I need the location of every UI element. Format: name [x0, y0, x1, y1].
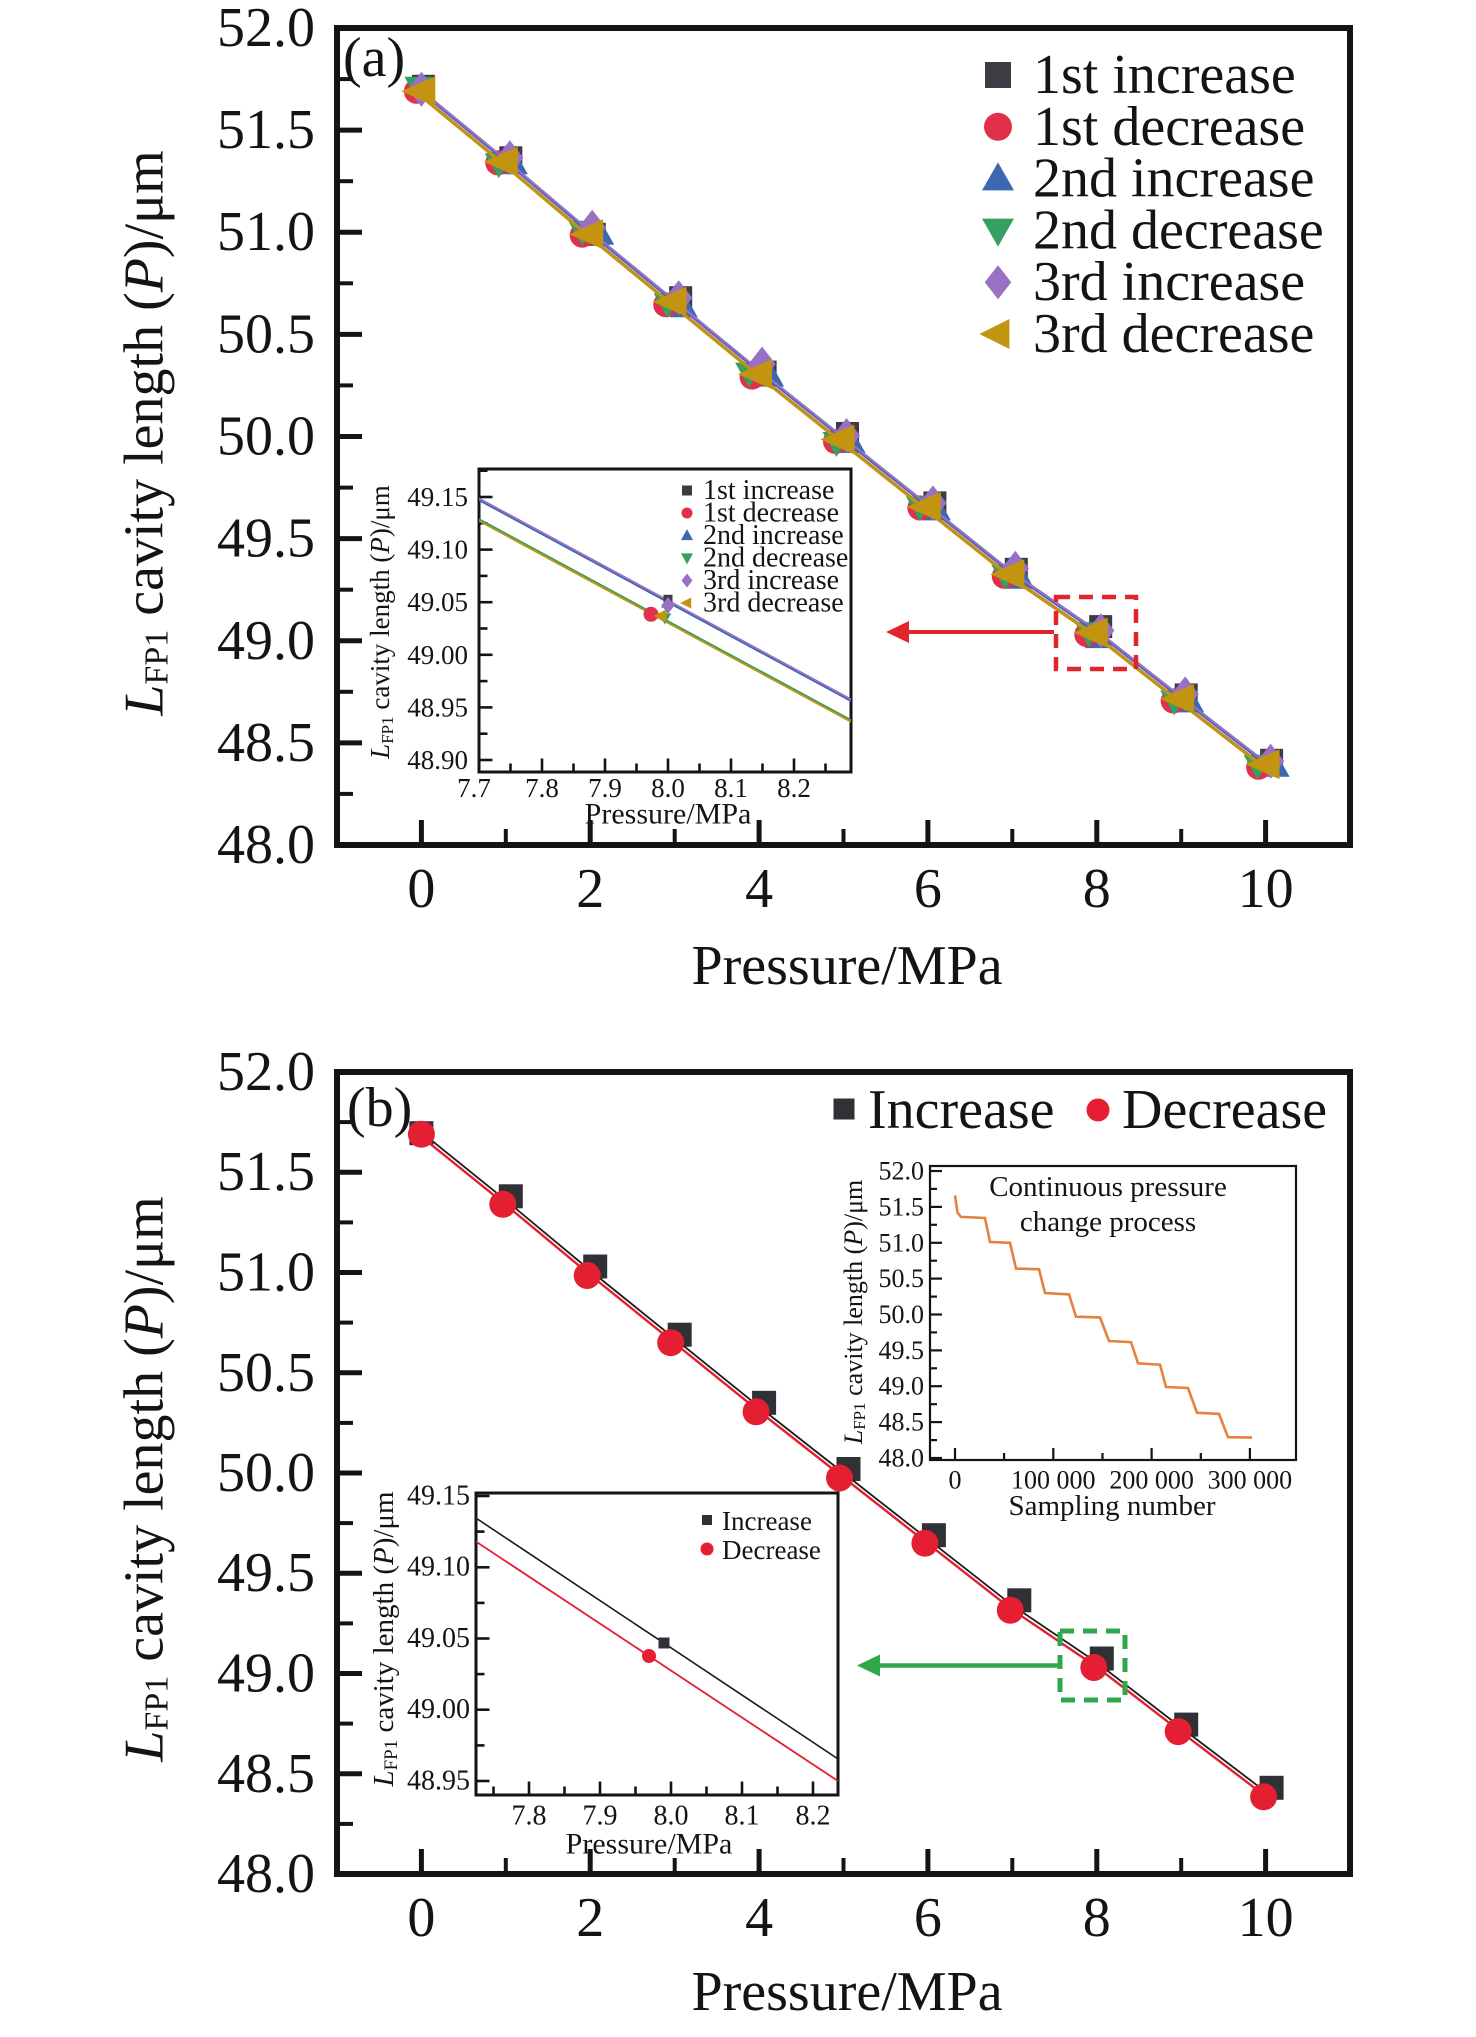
svg-text:6: 6: [914, 1887, 942, 1949]
svg-text:49.05: 49.05: [407, 1623, 470, 1654]
svg-text:49.15: 49.15: [407, 1481, 470, 1512]
svg-text:LFP1 cavity length (P)/μm: LFP1 cavity length (P)/μm: [114, 150, 176, 716]
svg-text:49.0: 49.0: [217, 1643, 315, 1705]
svg-text:7.8: 7.8: [525, 773, 559, 803]
svg-text:3rd increase: 3rd increase: [1033, 251, 1305, 313]
svg-text:49.10: 49.10: [407, 535, 468, 565]
svg-text:Increase: Increase: [722, 1506, 812, 1536]
svg-text:LFP1 cavity length (P)/μm: LFP1 cavity length (P)/μm: [839, 1180, 869, 1446]
svg-text:1st decrease: 1st decrease: [703, 498, 839, 529]
svg-text:Pressure/MPa: Pressure/MPa: [566, 1828, 733, 1861]
svg-text:4: 4: [745, 1887, 773, 1949]
svg-text:48.0: 48.0: [879, 1444, 925, 1473]
svg-text:50.0: 50.0: [217, 406, 315, 468]
svg-text:50.5: 50.5: [217, 303, 315, 365]
svg-text:8: 8: [1083, 858, 1111, 920]
svg-text:2nd increase: 2nd increase: [1033, 148, 1314, 210]
svg-text:8.0: 8.0: [651, 773, 685, 803]
svg-text:200 000: 200 000: [1109, 1466, 1194, 1495]
svg-text:52.0: 52.0: [217, 0, 315, 59]
svg-text:2: 2: [576, 1887, 604, 1949]
svg-text:Decrease: Decrease: [1122, 1079, 1327, 1141]
svg-text:300 000: 300 000: [1208, 1466, 1293, 1495]
svg-text:48.5: 48.5: [879, 1408, 925, 1437]
svg-text:48.0: 48.0: [217, 1843, 315, 1905]
svg-text:4: 4: [745, 858, 773, 920]
svg-text:49.5: 49.5: [217, 1542, 315, 1604]
svg-text:50.0: 50.0: [217, 1442, 315, 1504]
svg-text:3rd decrease: 3rd decrease: [1033, 303, 1314, 365]
svg-text:7.9: 7.9: [588, 773, 622, 803]
svg-text:8: 8: [1083, 1887, 1111, 1949]
svg-text:(a): (a): [343, 27, 405, 89]
svg-text:48.5: 48.5: [217, 712, 315, 774]
svg-text:8.2: 8.2: [796, 1801, 831, 1832]
svg-text:Decrease: Decrease: [722, 1535, 821, 1565]
svg-text:51.5: 51.5: [879, 1192, 925, 1221]
svg-text:3rd decrease: 3rd decrease: [703, 588, 844, 619]
svg-text:Sampling number: Sampling number: [1008, 1490, 1215, 1522]
svg-text:change process: change process: [1020, 1206, 1196, 1238]
svg-text:52.0: 52.0: [879, 1157, 925, 1186]
svg-text:7.8: 7.8: [512, 1801, 547, 1832]
svg-text:51.5: 51.5: [217, 1141, 315, 1203]
svg-text:8.2: 8.2: [777, 773, 811, 803]
svg-text:48.95: 48.95: [407, 1766, 470, 1797]
svg-text:50.5: 50.5: [217, 1342, 315, 1404]
svg-text:0: 0: [949, 1466, 962, 1495]
svg-text:49.00: 49.00: [407, 640, 468, 670]
svg-text:1st decrease: 1st decrease: [1033, 96, 1305, 158]
svg-text:48.95: 48.95: [407, 692, 468, 722]
svg-text:10: 10: [1238, 1887, 1294, 1949]
svg-text:7.7: 7.7: [457, 773, 491, 803]
svg-text:2nd decrease: 2nd decrease: [1033, 199, 1324, 261]
svg-text:51.5: 51.5: [217, 99, 315, 161]
svg-text:49.5: 49.5: [217, 508, 315, 570]
svg-text:8.1: 8.1: [714, 773, 748, 803]
svg-text:8.1: 8.1: [725, 1801, 760, 1832]
svg-text:49.15: 49.15: [407, 482, 468, 512]
svg-text:Increase: Increase: [868, 1079, 1055, 1141]
svg-text:48.5: 48.5: [217, 1743, 315, 1805]
svg-text:6: 6: [914, 858, 942, 920]
svg-text:7.9: 7.9: [583, 1801, 618, 1832]
svg-text:3rd increase: 3rd increase: [703, 565, 839, 596]
svg-text:Pressure/MPa: Pressure/MPa: [585, 798, 752, 831]
svg-text:2nd increase: 2nd increase: [703, 520, 844, 551]
svg-text:100 000: 100 000: [1011, 1466, 1096, 1495]
svg-text:50.5: 50.5: [879, 1264, 925, 1293]
svg-text:49.10: 49.10: [407, 1552, 470, 1583]
svg-text:Continuous pressure: Continuous pressure: [989, 1171, 1227, 1203]
svg-text:49.0: 49.0: [217, 610, 315, 672]
svg-text:49.00: 49.00: [407, 1694, 470, 1725]
svg-text:52.0: 52.0: [217, 1041, 315, 1103]
svg-text:49.05: 49.05: [407, 587, 468, 617]
svg-text:49.5: 49.5: [879, 1336, 925, 1365]
svg-text:10: 10: [1238, 858, 1294, 920]
svg-text:Pressure/MPa: Pressure/MPa: [691, 1961, 1002, 2023]
svg-text:Pressure/MPa: Pressure/MPa: [691, 935, 1002, 997]
svg-text:51.0: 51.0: [217, 1242, 315, 1304]
svg-text:(b): (b): [347, 1077, 412, 1139]
svg-text:LFP1 cavity length (P)/μm: LFP1 cavity length (P)/μm: [114, 1196, 176, 1762]
svg-text:2: 2: [576, 858, 604, 920]
svg-text:50.0: 50.0: [879, 1300, 925, 1329]
svg-text:0: 0: [407, 858, 435, 920]
svg-text:8.0: 8.0: [654, 1801, 689, 1832]
svg-text:51.0: 51.0: [879, 1228, 925, 1257]
svg-text:LFP1 cavity length (P)/μm: LFP1 cavity length (P)/μm: [368, 1491, 402, 1788]
svg-text:LFP1 cavity length (P)/μm: LFP1 cavity length (P)/μm: [365, 485, 397, 760]
svg-text:2nd decrease: 2nd decrease: [703, 543, 848, 574]
svg-text:1st increase: 1st increase: [703, 475, 834, 506]
svg-text:49.0: 49.0: [879, 1372, 925, 1401]
svg-text:48.90: 48.90: [407, 745, 468, 775]
svg-text:51.0: 51.0: [217, 201, 315, 263]
svg-text:0: 0: [407, 1887, 435, 1949]
svg-text:48.0: 48.0: [217, 814, 315, 876]
svg-text:1st increase: 1st increase: [1033, 44, 1296, 106]
